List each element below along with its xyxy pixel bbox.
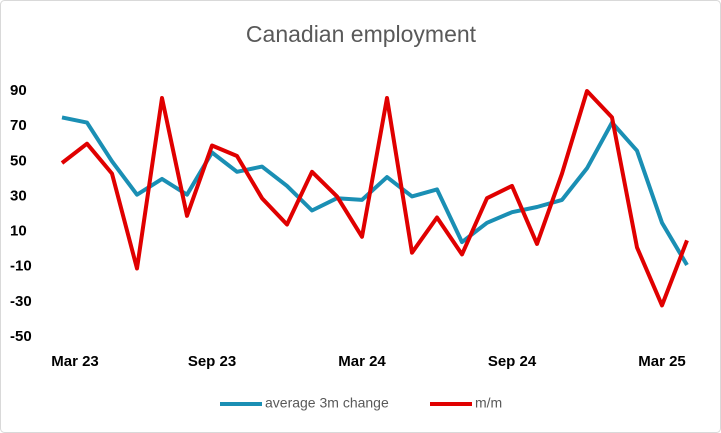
x-tick-label: Mar 25 [638, 353, 686, 370]
x-tick-label: Mar 23 [51, 353, 99, 370]
y-tick-label: -30 [10, 293, 32, 310]
y-tick-label: 50 [10, 152, 27, 169]
legend-label: m/m [475, 395, 502, 411]
x-tick-label: Sep 23 [188, 353, 236, 370]
y-tick-label: -10 [10, 258, 32, 275]
series-line [61, 115, 689, 267]
y-tick-label: 10 [10, 223, 27, 240]
series-line [60, 89, 689, 308]
y-tick-label: -50 [10, 328, 32, 345]
y-tick-label: 30 [10, 187, 27, 204]
y-tick-label: 70 [10, 117, 27, 134]
y-tick-label: 90 [10, 82, 27, 99]
x-tick-label: Sep 24 [488, 353, 537, 370]
chart-title: Canadian employment [246, 21, 477, 47]
x-tick-label: Mar 24 [338, 353, 386, 370]
legend-label: average 3m change [265, 395, 389, 411]
